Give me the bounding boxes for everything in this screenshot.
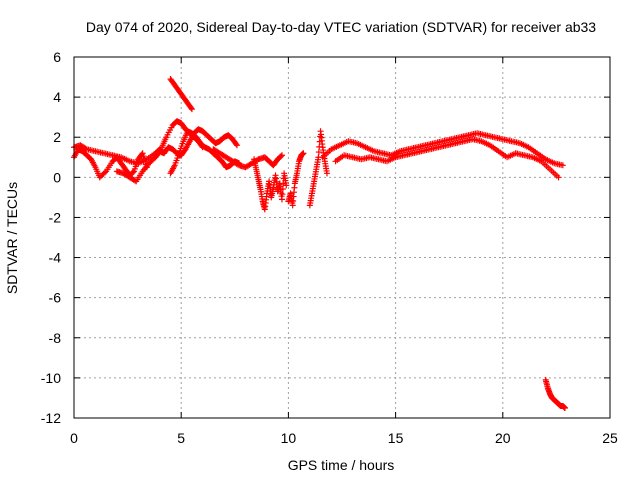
data-point [142, 158, 149, 165]
y-tick-label: -6 [49, 290, 62, 306]
x-tick-label: 0 [70, 430, 78, 446]
data-point [278, 153, 285, 160]
y-axis-label: SDTVAR / TECUs [4, 182, 20, 294]
data-point [139, 150, 146, 157]
x-tick-label: 10 [281, 430, 297, 446]
data-point [82, 145, 89, 152]
x-tick-label: 15 [388, 430, 404, 446]
y-tick-label: 2 [53, 129, 61, 145]
data-point [279, 191, 286, 198]
y-tick-label: -10 [41, 370, 61, 386]
data-point [233, 142, 240, 149]
data-point [323, 170, 330, 177]
y-tick-label: -12 [41, 410, 61, 426]
plot-area [71, 76, 568, 411]
data-point [315, 149, 322, 156]
data-point [140, 153, 147, 160]
data-point [188, 106, 195, 113]
x-tick-label: 25 [602, 430, 618, 446]
data-point [283, 182, 290, 189]
data-point [141, 155, 148, 162]
y-tick-label: 6 [53, 49, 61, 65]
x-tick-label: 20 [495, 430, 511, 446]
data-point [233, 141, 240, 148]
data-point [130, 169, 137, 176]
data-point [188, 104, 195, 111]
x-axis-label: GPS time / hours [288, 457, 395, 473]
data-point [559, 162, 566, 169]
data-point [278, 196, 285, 203]
y-tick-label: -8 [49, 330, 62, 346]
data-point [555, 174, 562, 181]
grid [74, 57, 610, 418]
data-point [561, 404, 568, 411]
x-tick-label: 5 [177, 430, 185, 446]
data-point [279, 185, 286, 192]
data-point [101, 169, 108, 176]
axis-ticks: 0 5 10 15 20 25 -12 -10 -8 -6 -4 -2 0 2 4 6 [41, 49, 618, 446]
plot-border [73, 56, 611, 419]
y-tick-label: 0 [53, 169, 61, 185]
y-tick-label: 4 [53, 89, 61, 105]
data-point [278, 152, 285, 159]
data-point [300, 150, 307, 157]
y-tick-label: -2 [49, 209, 62, 225]
y-tick-label: -4 [49, 250, 62, 266]
chart-title: Day 074 of 2020, Sidereal Day-to-day VTE… [86, 19, 596, 35]
